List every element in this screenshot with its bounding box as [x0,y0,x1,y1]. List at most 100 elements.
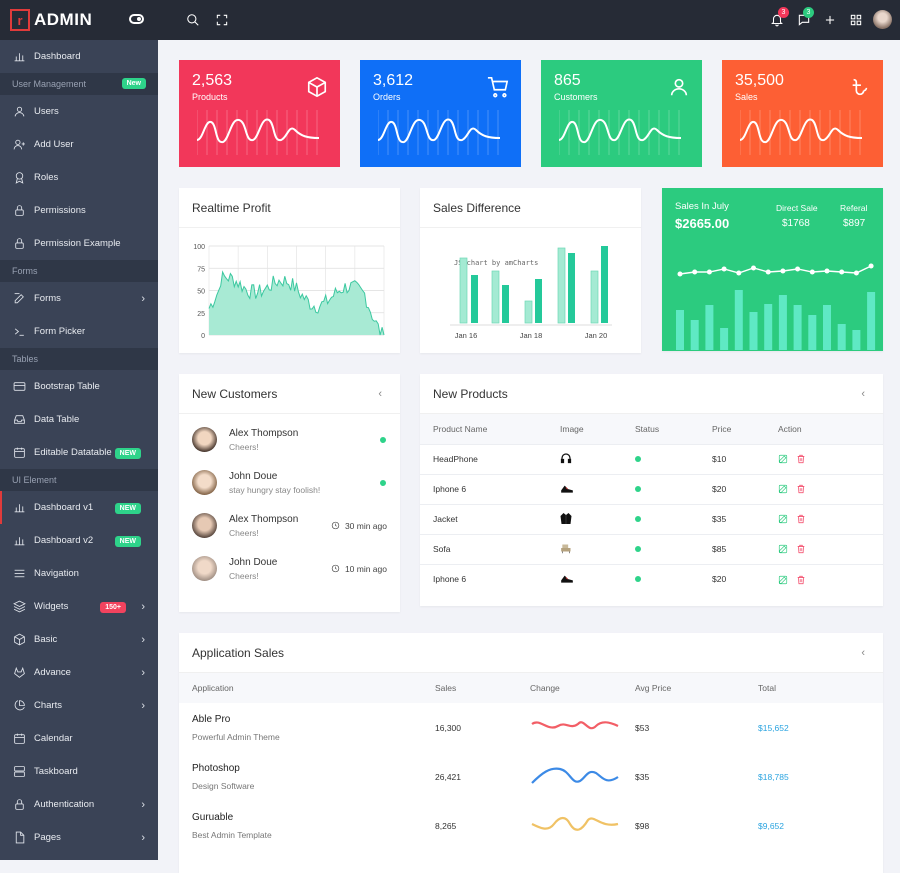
sidebar-item-label: Bootstrap Table [34,381,100,392]
chevron-left-icon[interactable]: ‹ [861,646,865,659]
sidebar-item-label: Charts [34,700,62,711]
sidebar-item-calendar[interactable]: Calendar [0,722,158,755]
july-bar [778,295,787,350]
fullscreen-icon[interactable] [215,13,229,27]
direct-sale-label: Direct Sale [776,203,818,213]
customer-item[interactable]: John Doue Cheers! 10 min ago [179,547,400,590]
jacket-icon [560,503,635,534]
application-cell: Able Pro Powerful Admin Theme [179,703,435,752]
sidebar-item-forms[interactable]: Forms › [0,282,158,315]
trash-icon[interactable] [796,544,806,554]
total-value[interactable]: $9,652 [758,820,784,831]
diff-bar [568,253,575,323]
sidebar-item-data-table[interactable]: Data Table [0,403,158,436]
sidebar-item-roles[interactable]: Roles [0,161,158,194]
sidebar-item-dashboard-v1[interactable]: Dashboard v1 NEW [0,491,158,524]
cart-icon [487,76,509,98]
shoe-icon [560,563,635,594]
sidebar-item-label: Roles [34,172,59,183]
edit-icon[interactable] [778,575,788,585]
sidebar-item-authentication[interactable]: Authentication › [0,788,158,821]
sales-value: 16,300 [435,722,461,733]
customer-item[interactable]: Alex Thompson Cheers! [179,418,400,461]
x-tick-label: Jan 16 [455,331,478,340]
july-point [765,269,771,275]
edit-icon[interactable] [778,514,788,524]
diff-bar [557,247,566,324]
new-products-heading: New Products [433,386,508,401]
nav-badge: NEW [114,503,141,514]
user-avatar[interactable] [873,10,892,29]
column-header: Product Name [420,414,560,444]
stat-card-sales[interactable]: 35,500 Sales [722,60,883,167]
stat-card-products[interactable]: 2,563 Products [179,60,340,167]
sidebar-item-label: Basic [34,634,58,645]
search-icon[interactable] [186,13,200,27]
sidebar-item-navigation[interactable]: Navigation [0,557,158,590]
sales-difference-title: Sales Difference [420,188,641,228]
sidebar: r ADMIN Dashboard User Management New Users… [0,0,158,860]
sidebar-item-label: Taskboard [34,766,78,777]
status-cell [635,473,712,504]
sidebar-item-dashboard-v2[interactable]: Dashboard v2 NEW [0,524,158,557]
sidebar-item-widgets[interactable]: Widgets 150+ › [0,590,158,623]
sidebar-item-editable-datatable[interactable]: Editable Datatable NEW [0,436,158,469]
july-point [795,266,801,272]
customer-message: Cheers! [229,527,259,538]
sidebar-item-add-user[interactable]: Add User [0,128,158,161]
calendar-icon [12,446,26,460]
sidebar-item-permission-example[interactable]: Permission Example [0,227,158,260]
notification-count-badge: 3 [778,7,789,18]
total-value[interactable]: $18,785 [758,771,789,782]
sidebar-item-taskboard[interactable]: Taskboard [0,755,158,788]
edit-icon[interactable] [778,484,788,494]
customer-name: John Doue [229,556,278,568]
taka-icon [849,76,871,98]
customer-item[interactable]: Alex Thompson Cheers! 30 min ago [179,504,400,547]
sales-difference-card: Sales Difference JS chart by amCharts Jan… [420,188,641,353]
july-bar [793,305,802,350]
stat-sparkline [559,110,681,155]
sidebar-item-dashboard[interactable]: Dashboard [0,40,158,73]
edit-icon[interactable] [778,544,788,554]
trash-icon[interactable] [796,575,806,585]
action-cell [778,563,883,594]
plus-icon[interactable] [823,13,837,27]
trash-icon[interactable] [796,484,806,494]
diff-bar [601,246,608,323]
sidebar-toggle-icon[interactable] [129,14,144,24]
sidebar-item-basic[interactable]: Basic › [0,623,158,656]
sales-july-chart [676,263,876,350]
edit-icon [12,292,26,306]
sidebar-item-form-picker[interactable]: Form Picker [0,315,158,348]
bar-chart-icon [12,501,26,515]
stat-card-orders[interactable]: 3,612 Orders [360,60,521,167]
diff-bar [535,279,542,323]
nav-section-tables: Tables [0,348,158,370]
trash-icon[interactable] [796,454,806,464]
chart-credit: JS chart by amCharts [454,259,538,267]
diff-bar [524,300,533,324]
column-header: Price [712,414,778,444]
column-header: Status [635,414,712,444]
clock-icon [331,564,340,573]
edit-icon[interactable] [778,454,788,464]
new-customers-card: New Customers ‹ Alex Thompson Cheers! Joh… [179,374,400,612]
sidebar-item-permissions[interactable]: Permissions [0,194,158,227]
july-point [706,269,712,275]
sidebar-item-bootstrap-table[interactable]: Bootstrap Table [0,370,158,403]
sidebar-item-users[interactable]: Users [0,95,158,128]
july-point [677,271,683,277]
sidebar-item-charts[interactable]: Charts › [0,689,158,722]
trash-icon[interactable] [796,514,806,524]
grid-icon[interactable] [849,13,863,27]
sidebar-item-advance[interactable]: Advance › [0,656,158,689]
column-header: Action [778,414,883,444]
customer-name: Alex Thompson [229,427,299,439]
customer-item[interactable]: John Doue stay hungry stay foolish! [179,461,400,504]
stat-card-customers[interactable]: 865 Customers [541,60,702,167]
chevron-left-icon[interactable]: ‹ [378,387,382,400]
total-value[interactable]: $15,652 [758,722,789,733]
sidebar-item-pages[interactable]: Pages › [0,821,158,854]
chevron-left-icon[interactable]: ‹ [861,387,865,400]
